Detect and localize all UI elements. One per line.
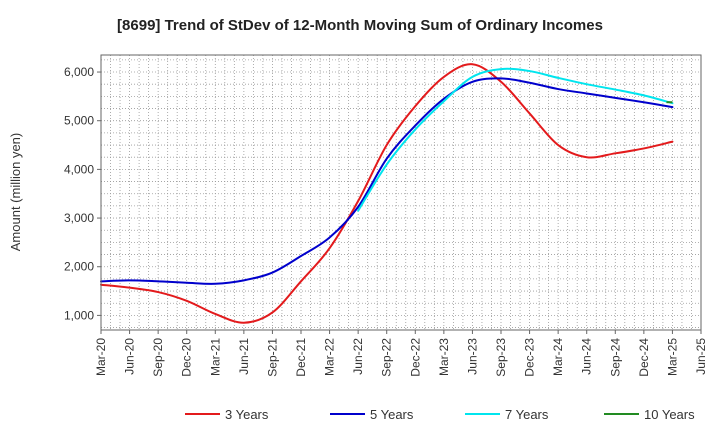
x-tick-label: Sep-22 xyxy=(380,338,394,377)
x-tick-label: Jun-22 xyxy=(351,338,365,375)
x-tick-label: Mar-23 xyxy=(437,338,451,376)
y-tick-label: 5,000 xyxy=(64,114,94,128)
plot-frame xyxy=(100,54,702,331)
x-tick-label: Mar-21 xyxy=(208,338,222,376)
chart-title: [8699] Trend of StDev of 12-Month Moving… xyxy=(117,17,603,34)
y-tick-label: 6,000 xyxy=(64,65,94,79)
legend: 3 Years 5 Years 7 Years 10 Years xyxy=(185,407,695,422)
x-tick-label: Mar-25 xyxy=(665,338,679,376)
x-tick-label: Jun-25 xyxy=(694,338,708,375)
x-tick-label: Jun-24 xyxy=(580,338,594,375)
y-tick-label: 2,000 xyxy=(64,260,94,274)
legend-label-3-years: 3 Years xyxy=(225,407,269,422)
series-group xyxy=(100,63,674,324)
x-tick-label: Dec-21 xyxy=(294,338,308,377)
x-tick-label: Dec-23 xyxy=(523,338,537,377)
x-tick-label: Mar-22 xyxy=(323,338,337,376)
legend-label-7-years: 7 Years xyxy=(505,407,549,422)
x-tick-label: Dec-22 xyxy=(408,338,422,377)
x-axis-ticks: Mar-20 Jun-20 Sep-20 Dec-20 Mar-21 Jun-21 Sep-… xyxy=(94,330,708,377)
series-line-5-years xyxy=(100,77,674,285)
x-tick-label: Sep-21 xyxy=(265,338,279,377)
x-tick-label: Mar-20 xyxy=(94,338,108,376)
x-tick-label: Dec-20 xyxy=(180,338,194,377)
y-axis-ticks: 1,000 2,000 3,000 4,000 5,000 6,000 xyxy=(64,65,101,322)
series-line-3-years xyxy=(100,63,674,324)
x-tick-label: Sep-20 xyxy=(151,338,165,377)
x-tick-label: Jun-23 xyxy=(465,338,479,375)
y-tick-label: 1,000 xyxy=(64,308,94,322)
series-line-7-years xyxy=(357,67,674,212)
y-tick-label: 4,000 xyxy=(64,162,94,176)
grid xyxy=(101,55,701,330)
y-tick-label: 3,000 xyxy=(64,211,94,225)
x-tick-label: Jun-20 xyxy=(123,338,137,375)
x-tick-label: Dec-24 xyxy=(637,338,651,377)
x-tick-label: Sep-24 xyxy=(608,338,622,377)
x-tick-label: Jun-21 xyxy=(237,338,251,375)
legend-label-10-years: 10 Years xyxy=(644,407,695,422)
y-axis-label: Amount (million yen) xyxy=(8,133,23,252)
x-tick-label: Sep-23 xyxy=(494,338,508,377)
x-tick-label: Mar-24 xyxy=(551,338,565,376)
legend-label-5-years: 5 Years xyxy=(370,407,414,422)
